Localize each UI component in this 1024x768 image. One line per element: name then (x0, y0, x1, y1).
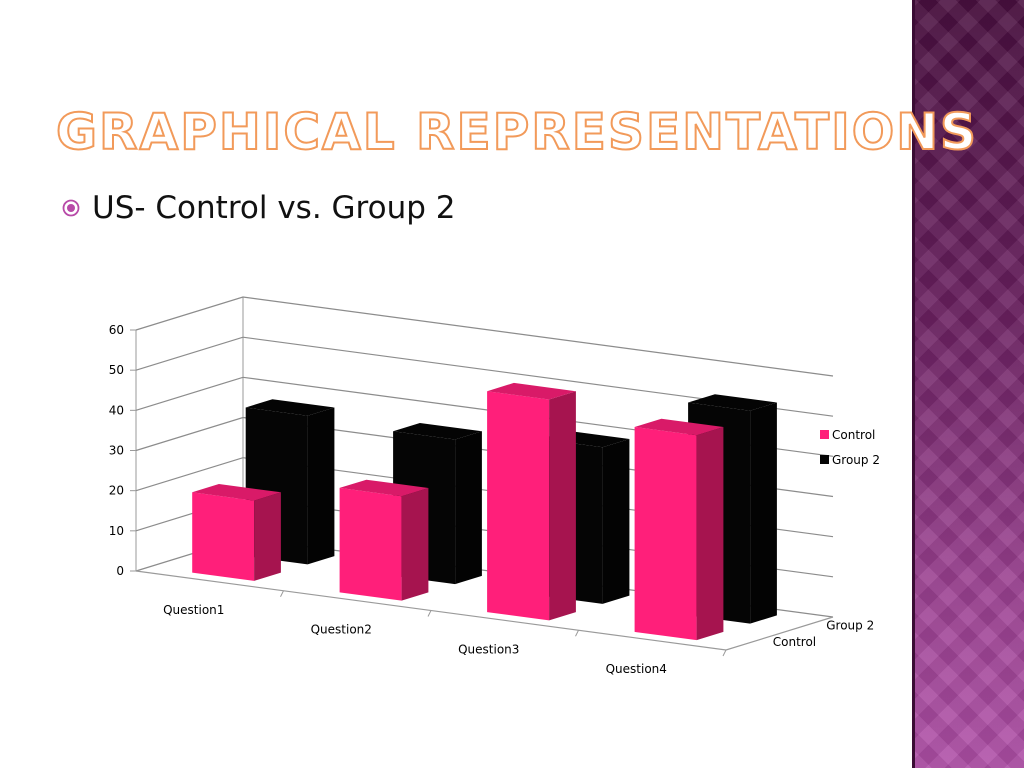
x-category-label: Question2 (311, 623, 372, 637)
chart-labels: 0 10 20 30 40 50 60 Question1 Question2 Question3… (109, 323, 875, 676)
y-tick-label: 50 (109, 363, 124, 377)
bar-side-face (696, 427, 724, 641)
bar-control-question3 (487, 382, 576, 621)
bar-top-face (634, 418, 724, 436)
bar-side-face (307, 407, 335, 565)
bullet-item: US- Control vs. Group 2 (62, 190, 455, 226)
x-tick-mark (722, 649, 727, 657)
bar-control-question1 (192, 484, 281, 581)
x-category-label: Question4 (606, 662, 667, 676)
bar-side-face (602, 439, 630, 604)
bar-front-face (192, 492, 255, 581)
bullet-target-icon (62, 199, 80, 217)
x-tick-mark (427, 610, 432, 617)
bar-top-face (487, 382, 576, 400)
y-tick-label: 20 (109, 484, 124, 498)
y-tick-label: 10 (109, 524, 124, 538)
chart-axes (130, 329, 834, 657)
decorative-sidebar (912, 0, 1024, 768)
legend-swatch (820, 455, 829, 464)
bar-top-face (245, 399, 335, 416)
x-category-label: Question3 (458, 642, 519, 656)
legend-swatch (820, 430, 829, 439)
slide-title: Graphical Representations (55, 102, 979, 162)
bar-side-face (549, 391, 576, 621)
y-tick-label: 60 (109, 323, 124, 337)
bar-side-face (401, 488, 429, 601)
sidebar-edge (912, 0, 915, 768)
bar-front-face (487, 391, 550, 621)
bar-top-face (688, 394, 777, 411)
depth-axis-label: Control (773, 635, 816, 649)
chart-bars (192, 382, 777, 641)
y-tick-label: 30 (109, 444, 124, 458)
legend-label: Control (832, 428, 875, 442)
gridline (135, 336, 834, 417)
x-tick-mark (280, 590, 284, 597)
bar-side-face (750, 402, 777, 624)
bar-control-question2 (339, 479, 429, 601)
bar-top-face (192, 484, 281, 501)
chart: 0 10 20 30 40 50 60 Question1 Question2 Question3… (109, 296, 880, 676)
diamond-pattern (912, 0, 1024, 768)
bar-front-face (339, 487, 402, 601)
x-category-label: Question1 (163, 603, 224, 617)
chart-legend: Control Group 2 (820, 428, 880, 467)
bullet-text: US- Control vs. Group 2 (92, 190, 456, 226)
y-tick-label: 40 (109, 403, 124, 417)
y-tick-label: 0 (116, 564, 124, 578)
depth-axis-label: Group 2 (826, 618, 874, 632)
gridline (135, 296, 834, 377)
bar-front-face (634, 427, 697, 641)
bar-top-face (393, 423, 482, 440)
bar-side-face (455, 431, 482, 585)
bar-top-face (339, 479, 429, 497)
bar-control-question4 (634, 418, 724, 641)
legend-label: Group 2 (832, 453, 880, 467)
bar-side-face (254, 492, 281, 581)
x-tick-mark (575, 630, 579, 637)
